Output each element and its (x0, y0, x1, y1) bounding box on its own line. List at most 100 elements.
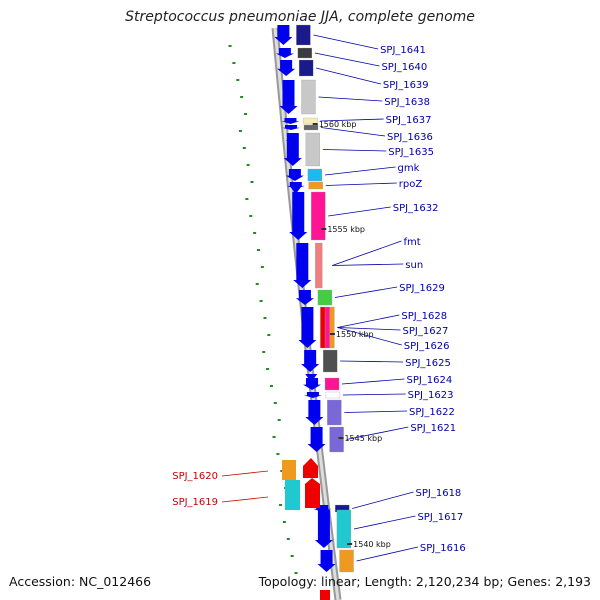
gene-arrow-spj_1623 (303, 392, 322, 398)
gc-tick (236, 79, 240, 81)
gene-arrow-spj_1621 (307, 427, 326, 452)
gene-label-spj_1625: SPJ_1625 (405, 358, 451, 369)
label-leader (352, 491, 414, 509)
gene-label-rpoz: rpoZ (399, 179, 423, 190)
gene-label-spj_1640: SPJ_1640 (381, 62, 427, 73)
gc-tick (228, 45, 232, 47)
gene-arrow-spj_1632 (289, 192, 308, 240)
gene-label-spj_1624: SPJ_1624 (406, 375, 452, 386)
gc-tick (267, 334, 271, 336)
gene-label-sun: sun (405, 260, 423, 271)
label-leader (324, 166, 396, 176)
label-leader (332, 240, 402, 266)
cog-bar-spj_1640 (297, 47, 313, 59)
cog-bar-spj_1620 (282, 460, 296, 480)
gene-label-spj_1641: SPJ_1641 (380, 45, 426, 56)
gc-tick (260, 266, 264, 268)
gene-label-spj_1629: SPJ_1629 (399, 283, 445, 294)
gene-arrow-gmk (285, 169, 304, 181)
gene-label-spj_1617: SPJ_1617 (417, 512, 463, 523)
label-leader (346, 426, 409, 440)
gene-label-spj_1635: SPJ_1635 (388, 147, 434, 158)
cog-bar-spj_1616 (339, 549, 354, 573)
gene-arrow-spj_1617 (314, 510, 333, 548)
gene-label-fmt: fmt (403, 237, 420, 248)
gene-label-spj_1632: SPJ_1632 (393, 203, 439, 214)
gc-tick (244, 113, 248, 115)
gene-arrow-spj_1641 (274, 25, 293, 45)
gc-tick (262, 351, 266, 353)
forward-gene-labels: SPJ_1641 SPJ_1640 SPJ_1639 SPJ_1638 SPJ_1637… (313, 34, 466, 562)
gc-tick (253, 232, 257, 234)
gene-arrow-spj_1639 (277, 60, 296, 76)
gc-tick (282, 521, 286, 523)
cog-bar-spj_1623 (325, 391, 341, 399)
gene-arrow-spj_1624 (303, 378, 322, 390)
label-leader (342, 393, 406, 396)
gc-tick (290, 555, 294, 557)
label-leader (320, 127, 386, 137)
accession-text: Accession: NC_012466 (9, 574, 152, 589)
gene-label-spj_1621: SPJ_1621 (410, 423, 456, 434)
label-leader (314, 52, 380, 67)
cog-bar-spj_1629 (317, 289, 333, 306)
gc-tick (279, 504, 283, 506)
cog-bar-spj_1636 (303, 124, 319, 131)
gc-tick (286, 538, 290, 540)
label-leader (316, 67, 381, 85)
map-title: Streptococcus pneumoniae JJA, complete g… (125, 9, 475, 25)
gene-arrow (286, 140, 299, 148)
gene-arrow-spj_1640 (275, 48, 294, 58)
label-leader (320, 118, 384, 122)
gene-arrow-spj_1636 (281, 125, 300, 130)
cog-bar-gmk (307, 168, 323, 182)
gene-arrow-spj_1638 (279, 80, 298, 114)
scale-tick-label: 1540 kbp (353, 540, 391, 549)
label-leader (344, 410, 408, 413)
cog-bar-spj_1627 (324, 306, 330, 349)
cog-bar-spj_1617 (336, 509, 352, 549)
gc-tick (245, 198, 249, 200)
cog-bar-spj_1625 (322, 349, 338, 373)
gene-label-spj_1628: SPJ_1628 (401, 311, 447, 322)
gc-tick (259, 300, 263, 302)
gene-arrow-spj_1625 (301, 350, 320, 372)
label-leader (313, 34, 379, 50)
gene-arrow-spj_1628 (298, 307, 317, 348)
label-leader (328, 206, 391, 217)
gene-label-spj_1623: SPJ_1623 (408, 390, 454, 401)
gc-tick (276, 453, 280, 455)
label-leader (221, 496, 269, 503)
scale-tick-label: 1555 kbp (327, 225, 365, 234)
gene-label-spj_1622: SPJ_1622 (409, 407, 455, 418)
gc-tick (256, 249, 260, 251)
label-leader (221, 470, 269, 477)
gc-tick (238, 130, 242, 132)
gc-tick (269, 385, 273, 387)
gc-tick (232, 62, 236, 64)
gene-arrow-spj_1619 (305, 478, 320, 508)
gene-arrow-partial (320, 590, 330, 600)
gc-tick (273, 402, 277, 404)
gene-label-spj_1639: SPJ_1639 (383, 80, 429, 91)
cog-bar-spj_1622 (327, 399, 342, 426)
cog-color-bars (296, 24, 354, 573)
scale-tick-label: 1545 kbp (344, 434, 382, 443)
scale-tick-mark (338, 437, 344, 439)
scale-tick-label: 1560 kbp (319, 120, 357, 129)
gene-arrow-fmt (293, 243, 312, 288)
cog-bar-spj_1632 (311, 191, 326, 241)
label-leader (341, 378, 405, 385)
gc-tick (242, 147, 246, 149)
label-leader (325, 182, 397, 186)
cog-bar-spj_1639 (298, 59, 314, 77)
scale-tick-mark (329, 333, 335, 335)
label-leader (340, 360, 404, 363)
scale-ticks: 1560 kbp 1555 kbp 1550 kbp 1545 kbp 1540 kbp (312, 120, 391, 549)
gene-arrow-spj_1616 (317, 550, 336, 572)
cog-bar-spj_1635 (305, 132, 320, 167)
scale-tick-mark (347, 543, 353, 545)
gene-arrow-spj_1637 (281, 118, 300, 124)
